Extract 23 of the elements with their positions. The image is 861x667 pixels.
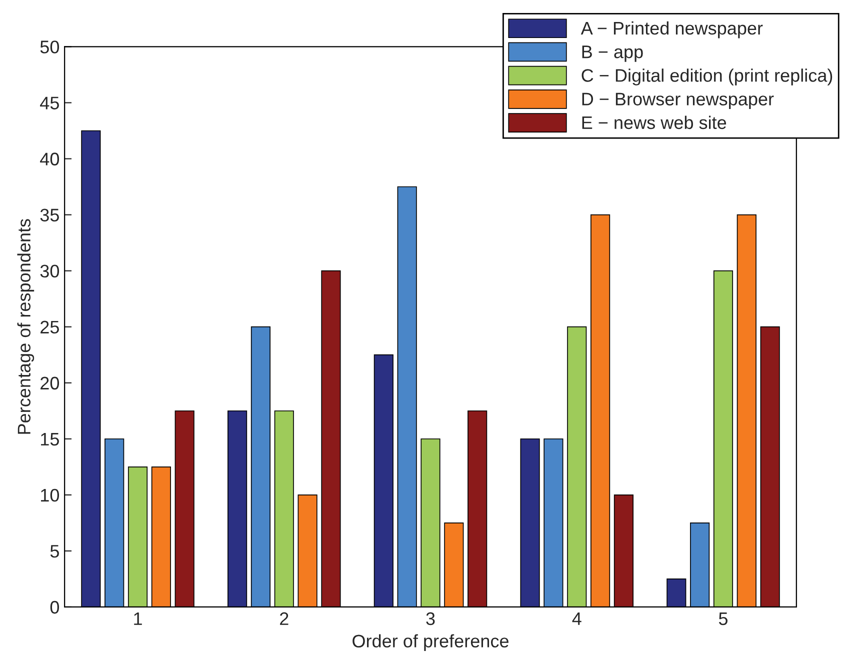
y-tick-label: 50 bbox=[40, 40, 60, 54]
legend-label: D − Browser newspaper bbox=[582, 92, 774, 110]
y-tick-label: 10 bbox=[41, 488, 60, 502]
legend-label: B − app bbox=[582, 46, 643, 62]
y-tick-label: 20 bbox=[40, 376, 60, 390]
y-tick-label: 40 bbox=[40, 152, 60, 166]
legend-label: E − news web site bbox=[582, 116, 726, 130]
x-tick-label: 3 bbox=[426, 612, 435, 626]
y-axis-title: Percentage of respondents bbox=[17, 219, 34, 434]
y-tick-label: 35 bbox=[40, 208, 59, 222]
y-tick-label: 25 bbox=[40, 320, 59, 334]
y-tick-label: 15 bbox=[41, 433, 59, 446]
y-tick-label: 5 bbox=[50, 545, 59, 558]
legend-label: C − Digital edition (print replica) bbox=[582, 68, 832, 86]
y-tick-label: 45 bbox=[40, 96, 59, 110]
x-tick-label: 2 bbox=[280, 612, 288, 625]
x-tick-label: 5 bbox=[718, 612, 728, 626]
y-tick-label: 0 bbox=[50, 600, 60, 614]
x-tick-label: 1 bbox=[134, 612, 142, 625]
x-axis-title: Order of preference bbox=[352, 634, 508, 652]
x-tick-label: 4 bbox=[572, 612, 582, 625]
legend-label: A − Printed newspaper bbox=[580, 21, 763, 38]
y-tick-label: 30 bbox=[40, 264, 60, 278]
